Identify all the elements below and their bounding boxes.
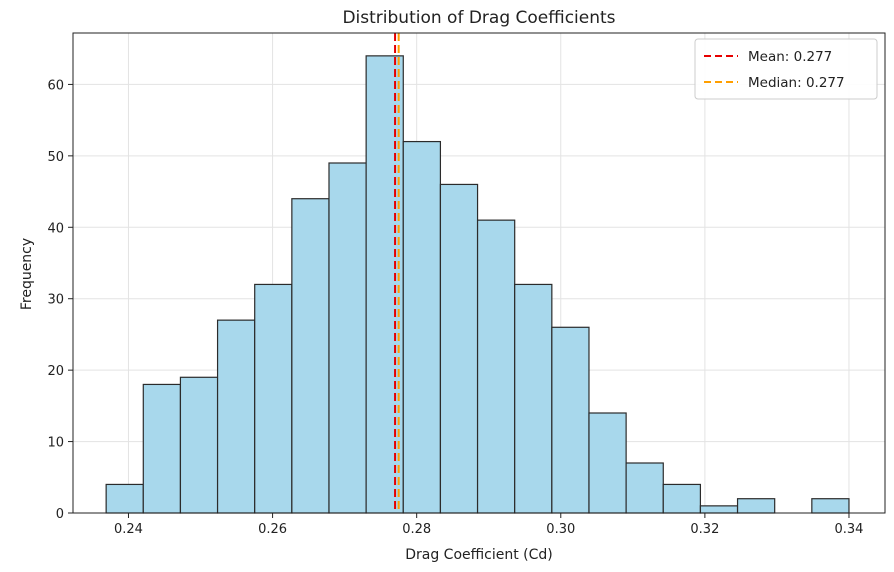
legend-median-label: Median: 0.277 bbox=[748, 75, 845, 91]
y-tick-label: 50 bbox=[47, 150, 64, 165]
legend-mean-label: Mean: 0.277 bbox=[748, 49, 832, 65]
histogram-bar bbox=[625, 462, 664, 514]
x-tick-label: 0.32 bbox=[690, 522, 719, 537]
y-axis-ticks: 0 10 20 30 40 50 60 bbox=[47, 78, 73, 522]
histogram-bar bbox=[105, 483, 144, 514]
y-tick-label: 30 bbox=[47, 293, 64, 308]
histogram-bar bbox=[811, 498, 850, 514]
reference-lines bbox=[394, 33, 400, 513]
x-tick-label: 0.34 bbox=[834, 522, 863, 537]
histogram-bar bbox=[439, 183, 479, 514]
chart-title: Distribution of Drag Coefficients bbox=[342, 8, 615, 28]
x-tick-label: 0.28 bbox=[402, 522, 431, 537]
y-tick-label: 40 bbox=[47, 221, 64, 236]
x-tick-label: 0.26 bbox=[258, 522, 287, 537]
y-tick-label: 0 bbox=[56, 507, 64, 522]
histogram-bar bbox=[216, 319, 256, 514]
y-tick-label: 10 bbox=[47, 436, 64, 451]
y-axis-label: Frequency bbox=[19, 238, 35, 310]
histogram-bar bbox=[291, 198, 330, 514]
x-tick-label: 0.24 bbox=[114, 522, 143, 537]
histogram-bar bbox=[179, 376, 219, 514]
legend-box bbox=[694, 38, 878, 100]
y-tick-label: 20 bbox=[47, 364, 64, 379]
histogram-bar bbox=[328, 162, 367, 514]
histogram-bar bbox=[142, 383, 182, 514]
plot-frame bbox=[72, 32, 886, 514]
histogram-bar bbox=[254, 283, 293, 514]
histogram-bar bbox=[402, 140, 442, 514]
x-axis-ticks: 0.24 0.26 0.28 0.30 0.32 0.34 bbox=[114, 513, 863, 537]
histogram-bar bbox=[699, 505, 739, 514]
y-tick-label: 60 bbox=[47, 78, 64, 93]
histogram-bar bbox=[551, 326, 590, 514]
x-axis-label: Drag Coefficient (Cd) bbox=[405, 547, 553, 563]
histogram-bar bbox=[662, 483, 702, 514]
x-tick-label: 0.30 bbox=[546, 522, 575, 537]
histogram-bar bbox=[514, 283, 553, 514]
histogram-bar bbox=[476, 219, 516, 514]
histogram-bars bbox=[105, 55, 850, 514]
histogram-bar bbox=[588, 412, 627, 514]
legend: Mean: 0.277 Median: 0.277 bbox=[694, 38, 878, 100]
histogram-bar bbox=[736, 498, 776, 514]
